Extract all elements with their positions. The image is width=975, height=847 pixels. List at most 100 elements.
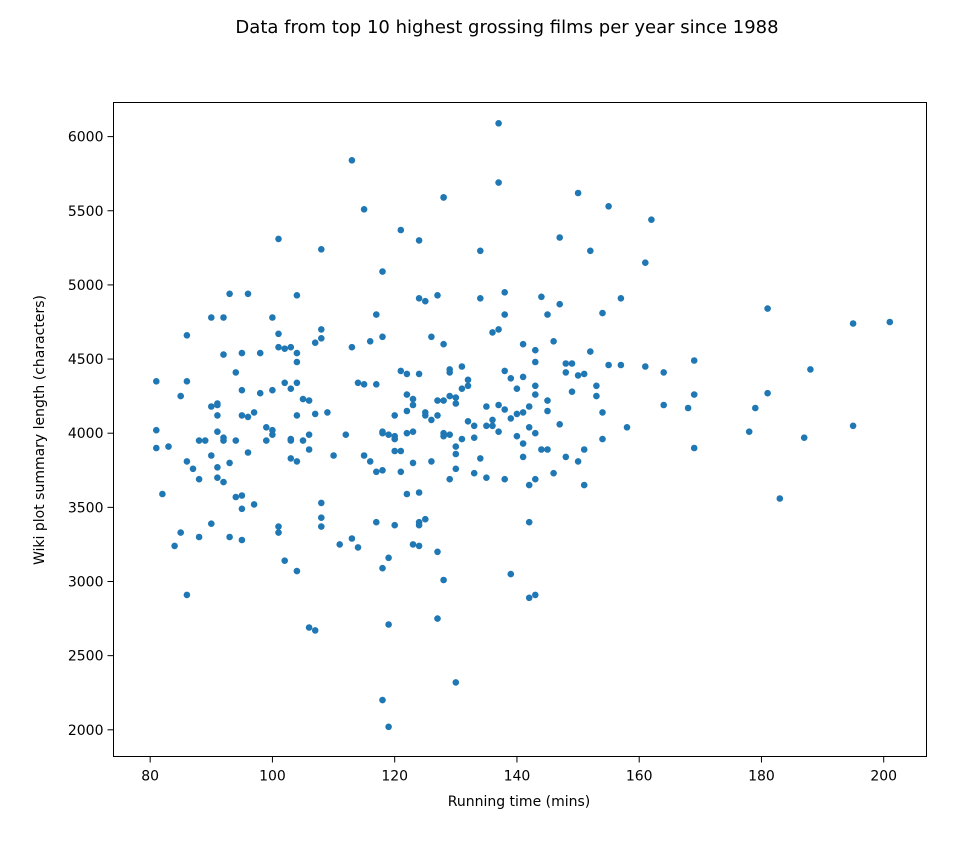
data-point bbox=[519, 373, 527, 381]
data-point bbox=[532, 591, 539, 599]
data-point bbox=[599, 435, 606, 443]
data-point bbox=[532, 346, 539, 354]
data-point bbox=[311, 410, 319, 418]
data-point bbox=[800, 434, 808, 442]
data-point bbox=[593, 392, 600, 400]
data-point bbox=[238, 505, 246, 513]
data-point bbox=[275, 523, 282, 530]
data-point bbox=[525, 518, 533, 526]
data-point bbox=[764, 389, 771, 397]
data-point bbox=[525, 594, 533, 602]
data-point bbox=[556, 234, 563, 241]
data-point bbox=[556, 300, 563, 308]
data-point bbox=[422, 515, 429, 523]
data-point bbox=[489, 422, 496, 430]
data-point bbox=[342, 431, 350, 439]
data-point bbox=[574, 458, 582, 465]
data-point bbox=[446, 475, 454, 483]
data-point bbox=[580, 446, 588, 453]
data-point bbox=[562, 453, 570, 461]
data-point bbox=[440, 397, 447, 404]
data-point bbox=[580, 481, 588, 489]
data-point bbox=[318, 335, 325, 342]
data-point bbox=[409, 459, 417, 467]
data-point bbox=[153, 444, 160, 452]
data-point bbox=[532, 382, 539, 390]
data-point bbox=[434, 615, 441, 622]
data-point bbox=[495, 326, 502, 333]
data-point bbox=[269, 314, 276, 321]
data-point bbox=[556, 421, 563, 428]
data-point bbox=[238, 536, 246, 544]
data-point bbox=[403, 391, 411, 398]
data-point bbox=[275, 343, 282, 351]
data-point bbox=[208, 452, 215, 459]
data-point bbox=[391, 412, 399, 419]
data-point bbox=[452, 394, 460, 401]
data-point bbox=[226, 459, 233, 467]
data-point bbox=[256, 389, 264, 397]
data-point bbox=[415, 542, 423, 550]
data-point bbox=[287, 455, 295, 462]
data-point bbox=[379, 333, 386, 341]
data-point bbox=[605, 203, 612, 210]
data-point bbox=[275, 529, 282, 536]
data-point bbox=[214, 474, 221, 482]
data-point bbox=[446, 431, 454, 439]
data-point bbox=[293, 567, 301, 575]
y-tick-label: 2000 bbox=[68, 723, 104, 739]
data-point bbox=[336, 541, 344, 548]
data-point bbox=[507, 570, 515, 578]
data-point bbox=[360, 381, 368, 388]
data-point bbox=[764, 305, 771, 312]
data-point bbox=[513, 385, 521, 393]
data-point bbox=[452, 443, 460, 450]
data-point bbox=[293, 349, 301, 357]
data-point bbox=[483, 422, 490, 430]
data-point bbox=[208, 520, 215, 527]
y-axis-label: Wiki plot summary length (characters) bbox=[32, 295, 48, 565]
data-point bbox=[422, 409, 429, 416]
data-point bbox=[470, 469, 478, 477]
data-point bbox=[617, 361, 625, 369]
data-point bbox=[538, 446, 545, 453]
data-point bbox=[489, 329, 496, 336]
data-point bbox=[287, 437, 295, 444]
data-point bbox=[501, 289, 509, 296]
data-point bbox=[501, 475, 509, 483]
data-point bbox=[580, 370, 588, 378]
y-tick-label: 3500 bbox=[68, 500, 104, 516]
data-point bbox=[532, 391, 539, 398]
data-point bbox=[165, 443, 172, 450]
data-point bbox=[495, 401, 502, 409]
data-point bbox=[513, 432, 521, 440]
data-point bbox=[189, 465, 197, 473]
data-point bbox=[446, 369, 454, 376]
data-point bbox=[318, 514, 325, 521]
data-point bbox=[495, 428, 502, 436]
data-point bbox=[422, 297, 429, 305]
data-point bbox=[519, 409, 527, 416]
data-point bbox=[544, 311, 551, 318]
data-point bbox=[428, 416, 435, 424]
data-point bbox=[428, 333, 435, 341]
data-point bbox=[391, 432, 399, 440]
data-point bbox=[495, 120, 502, 127]
data-point bbox=[238, 492, 246, 499]
data-point bbox=[415, 518, 423, 526]
data-point bbox=[171, 542, 178, 550]
x-tick-label: 160 bbox=[626, 769, 653, 785]
data-point bbox=[244, 449, 252, 456]
data-point bbox=[403, 407, 411, 415]
data-point bbox=[269, 386, 276, 394]
data-point bbox=[415, 295, 423, 302]
data-point bbox=[538, 293, 545, 301]
data-point bbox=[208, 314, 215, 321]
data-point bbox=[244, 413, 252, 421]
data-point bbox=[501, 367, 509, 375]
x-tick-label: 140 bbox=[504, 769, 531, 785]
data-point bbox=[293, 379, 301, 387]
data-point bbox=[195, 437, 203, 444]
data-point bbox=[623, 424, 631, 431]
